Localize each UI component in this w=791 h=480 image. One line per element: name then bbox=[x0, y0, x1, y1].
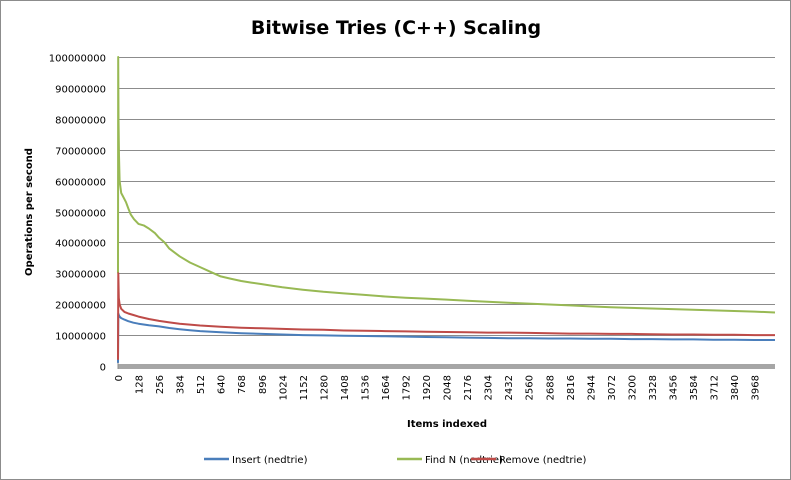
x-tick-label: 3840 bbox=[730, 375, 741, 400]
x-tick-label: 2176 bbox=[463, 375, 474, 400]
x-tick-label: 128 bbox=[135, 375, 146, 394]
x-tick-label: 1536 bbox=[360, 375, 371, 400]
series-lines bbox=[117, 56, 776, 363]
x-tick-label: 640 bbox=[217, 375, 228, 394]
legend-label: Find N (nedtrie) bbox=[425, 455, 503, 466]
gridlines bbox=[118, 57, 775, 336]
x-tick-label: 384 bbox=[176, 375, 187, 394]
y-axis-title: Operations per second bbox=[24, 148, 35, 276]
x-tick-label: 3456 bbox=[669, 375, 680, 400]
y-tick-label: 80000000 bbox=[55, 116, 106, 127]
x-tick-label: 1664 bbox=[381, 375, 392, 400]
x-tick-label: 768 bbox=[237, 375, 248, 394]
x-tick-label: 2688 bbox=[545, 375, 556, 400]
x-tick-label: 1152 bbox=[299, 375, 310, 400]
y-tick-label: 60000000 bbox=[55, 178, 106, 189]
x-axis-ticks: 0 128 256 384 512 640 768 896 1024 1152 1280 1408 15… bbox=[114, 375, 762, 400]
x-tick-label: 3072 bbox=[607, 375, 618, 400]
chart-title: Bitwise Tries (C++) Scaling bbox=[251, 17, 541, 39]
x-tick-label: 1920 bbox=[422, 375, 433, 400]
x-tick-label: 256 bbox=[155, 375, 166, 394]
legend-label: Insert (nedtrie) bbox=[232, 455, 308, 466]
x-tick-label: 896 bbox=[258, 375, 269, 394]
x-tick-label: 3584 bbox=[689, 375, 700, 400]
y-tick-label: 10000000 bbox=[55, 332, 106, 343]
x-tick-label: 2304 bbox=[484, 375, 495, 400]
plot-floor-band bbox=[118, 364, 775, 369]
x-tick-label: 2944 bbox=[586, 375, 597, 400]
x-tick-label: 1280 bbox=[319, 375, 330, 400]
x-tick-label: 3200 bbox=[627, 375, 638, 400]
y-tick-label: 70000000 bbox=[55, 147, 106, 158]
x-tick-label: 3712 bbox=[710, 375, 721, 400]
y-tick-label: 50000000 bbox=[55, 209, 106, 220]
x-tick-label: 2432 bbox=[504, 375, 515, 400]
x-tick-label: 1024 bbox=[278, 375, 289, 400]
y-tick-label: 40000000 bbox=[55, 239, 106, 250]
series-line-1 bbox=[117, 312, 775, 363]
y-tick-label: 30000000 bbox=[55, 270, 106, 281]
y-tick-label: 20000000 bbox=[55, 301, 106, 312]
x-tick-label: 1792 bbox=[402, 375, 413, 400]
x-tick-label: 1408 bbox=[340, 375, 351, 400]
y-tick-label: 100000000 bbox=[49, 54, 106, 65]
series-line-2 bbox=[117, 56, 776, 314]
x-tick-label: 2048 bbox=[443, 375, 454, 400]
legend-label: Remove (nedtrie) bbox=[499, 455, 586, 466]
series-line-3 bbox=[117, 272, 775, 360]
y-tick-label: 0 bbox=[100, 363, 106, 374]
x-tick-label: 2816 bbox=[566, 375, 577, 400]
y-tick-label: 90000000 bbox=[55, 85, 106, 96]
x-tick-label: 512 bbox=[196, 375, 207, 394]
x-tick-label: 3968 bbox=[751, 375, 762, 400]
x-axis-title: Items indexed bbox=[407, 419, 487, 430]
x-tick-label: 0 bbox=[114, 375, 125, 381]
legend: Insert (nedtrie) Find N (nedtrie)Remove (… bbox=[204, 455, 586, 466]
x-tick-label: 2560 bbox=[525, 375, 536, 400]
y-axis-ticks: 0 10000000 20000000 30000000 40000000 5000000… bbox=[49, 54, 106, 374]
x-tick-label: 3328 bbox=[648, 375, 659, 400]
